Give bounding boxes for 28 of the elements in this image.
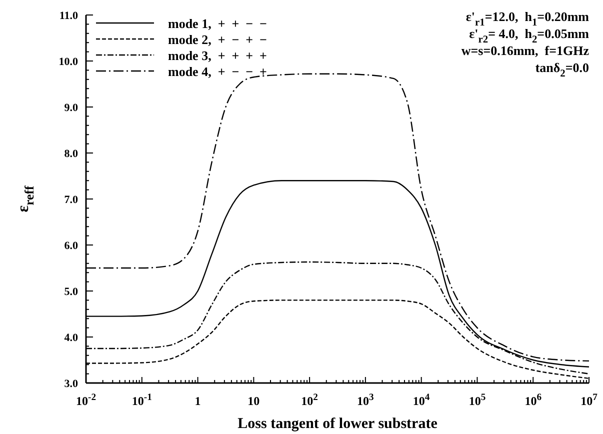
x-tick-label: 10 (248, 394, 260, 408)
y-tick-label: 6.0 (64, 240, 78, 252)
y-tick-label: 10.0 (58, 56, 78, 68)
y-tick-label: 11.0 (59, 10, 78, 22)
x-tick-label: 10$^{6}$ (524, 392, 542, 408)
y-tick-label: 7.0 (64, 194, 78, 206)
legend-label: mode 2, + − + − (168, 32, 267, 47)
annotation: tanδ$_{2}$=0.0 (535, 60, 589, 80)
x-tick-label: 10$^{3}$ (357, 392, 374, 408)
y-tick-label: 4.0 (64, 332, 78, 344)
x-tick-label: 10$^{-1}$ (132, 392, 152, 408)
annotation: w=s=0.16mm, f=1GHz (461, 43, 590, 58)
annotation: ε'$_{r2}$= 4.0, h$_{2}$=0.05mm (469, 26, 590, 46)
annotation: ε'$_{r1}$=12.0, h$_{1}$=0.20mm (466, 9, 590, 29)
legend-label: mode 1, + + − − (168, 16, 267, 31)
legend-label: mode 3, + + + + (168, 48, 267, 63)
y-tick-label: 9.0 (64, 102, 78, 114)
x-tick-label: 1 (194, 394, 201, 408)
y-tick-label: 8.0 (64, 148, 78, 160)
x-tick-label: 10$^{4}$ (412, 392, 430, 408)
y-tick-label: 3.0 (64, 378, 78, 390)
x-axis-title: Loss tangent of lower substrate (238, 416, 438, 432)
y-tick-label: 5.0 (64, 286, 78, 298)
x-tick-label: 10$^{2}$ (301, 392, 318, 408)
legend-label: mode 4, + − − + (168, 64, 267, 79)
x-tick-label: 10$^{7}$ (580, 392, 598, 408)
x-tick-label: 10$^{5}$ (468, 392, 486, 408)
x-tick-label: 10$^{-2}$ (76, 392, 96, 408)
